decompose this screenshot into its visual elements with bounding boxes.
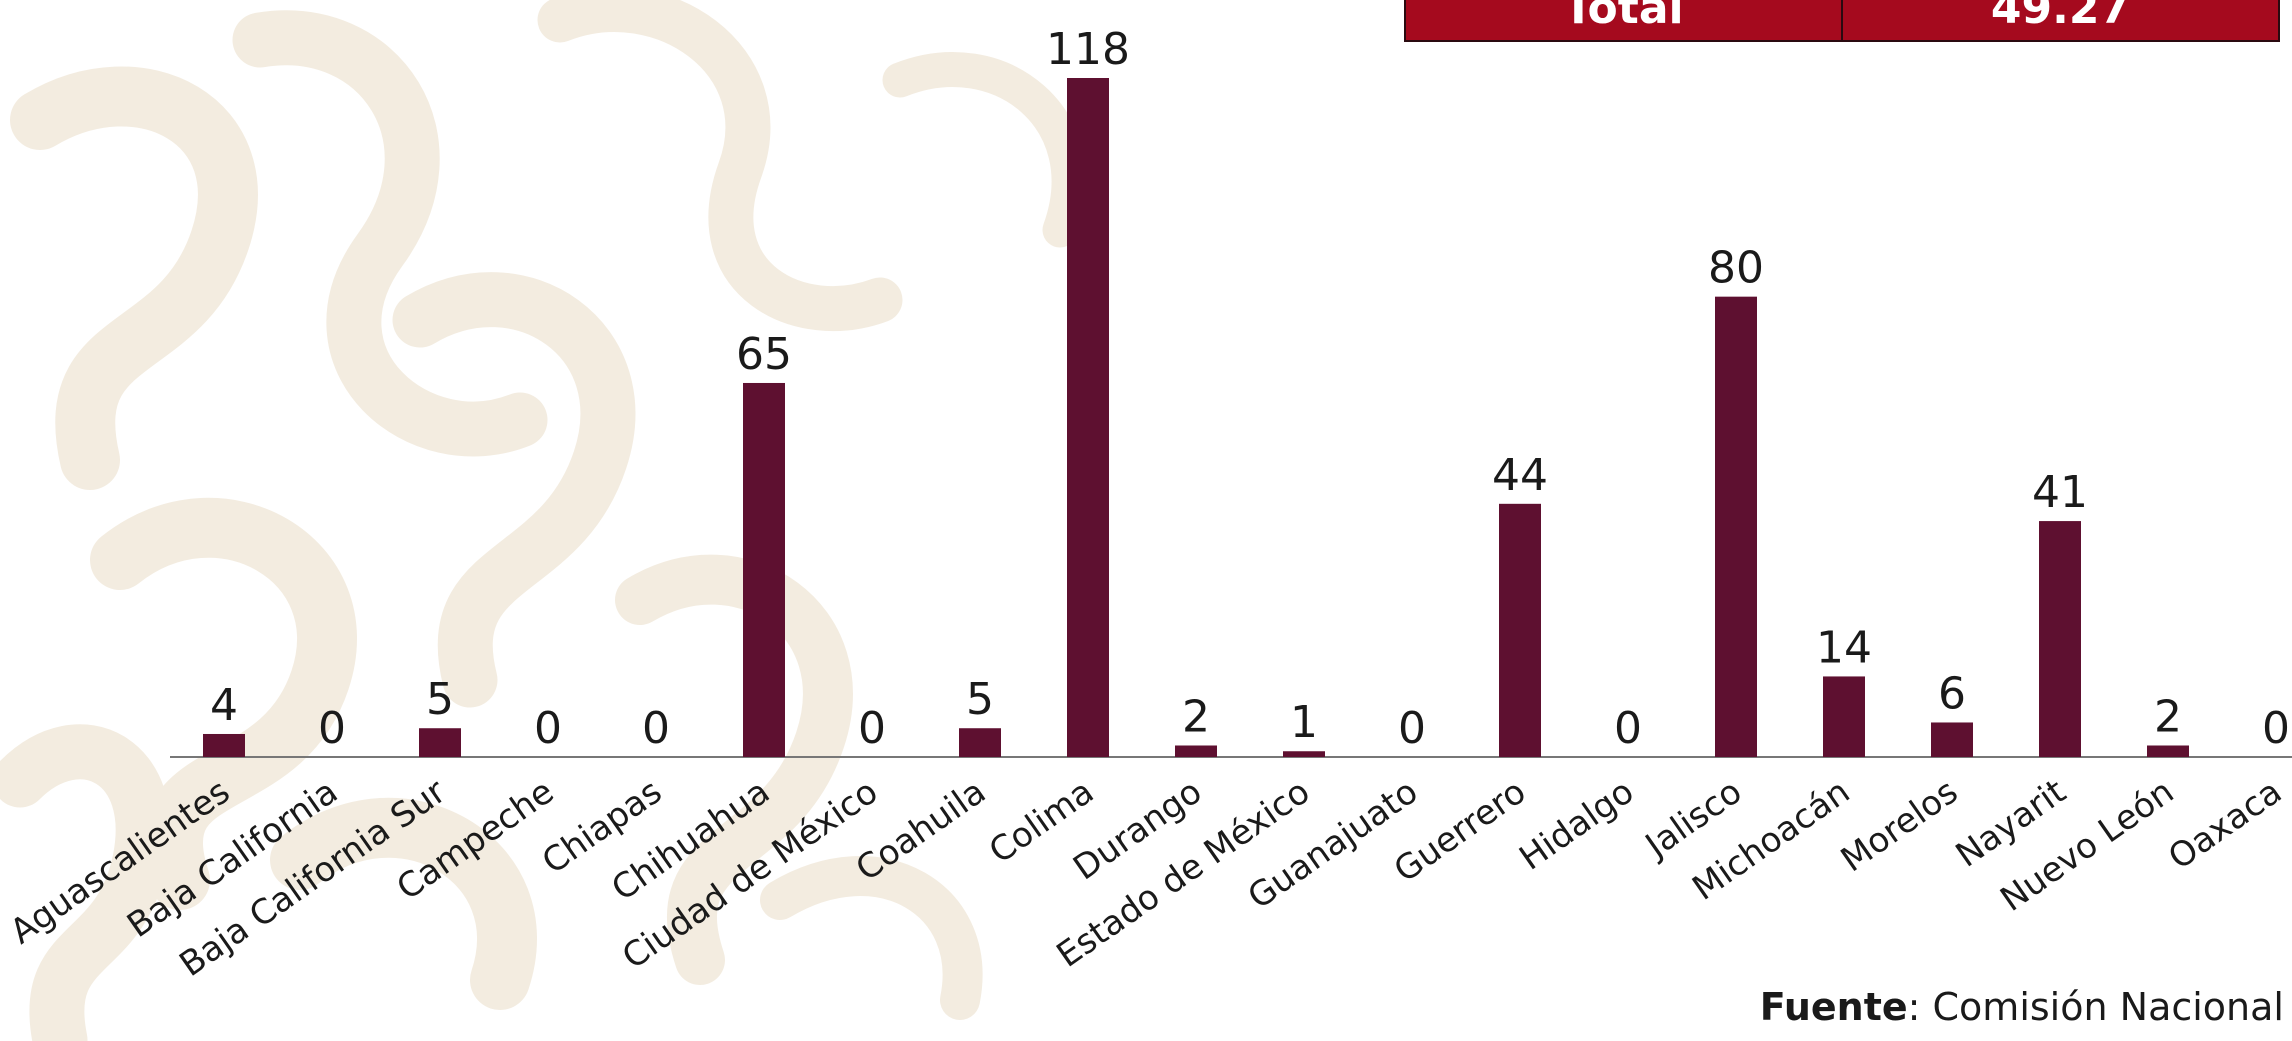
bar-value-label: 2 xyxy=(1182,691,1210,742)
bar xyxy=(419,728,461,757)
bar xyxy=(1823,676,1865,757)
category-label: Morelos xyxy=(1834,772,1965,881)
bar-value-label: 0 xyxy=(1398,703,1426,754)
total-value: 49.27 xyxy=(1841,0,2278,40)
bar-value-label: 0 xyxy=(858,703,886,754)
bar-value-label: 4 xyxy=(210,680,238,731)
bar-value-label: 44 xyxy=(1492,450,1548,501)
bar xyxy=(1499,503,1541,757)
bar-value-label: 0 xyxy=(642,703,670,754)
bar xyxy=(203,733,245,757)
total-summary-table: Total 49.27 xyxy=(1404,0,2280,42)
bar xyxy=(1283,751,1325,757)
bar-value-label: 5 xyxy=(966,674,994,725)
bar-value-label: 0 xyxy=(2262,703,2290,754)
source-note: Fuente: Comisión Nacional xyxy=(1760,985,2284,1029)
bar-value-label: 0 xyxy=(534,703,562,754)
bar-value-label: 41 xyxy=(2032,467,2088,518)
total-label: Total xyxy=(1563,0,1684,34)
bar-value-label: 65 xyxy=(736,329,792,380)
bar xyxy=(2039,521,2081,757)
bar xyxy=(1931,722,1973,757)
bar xyxy=(959,728,1001,757)
bar-value-label: 0 xyxy=(1614,703,1642,754)
bar xyxy=(1715,296,1757,757)
bar-value-label: 1 xyxy=(1290,697,1318,748)
bar xyxy=(743,382,785,757)
bar-value-label: 2 xyxy=(2154,691,2182,742)
source-prefix: Fuente xyxy=(1759,985,1908,1029)
category-label: Hidalgo xyxy=(1512,772,1641,879)
bar-value-label: 118 xyxy=(1046,24,1130,75)
category-label: Oaxaca xyxy=(2161,772,2289,878)
bar xyxy=(1067,78,1109,757)
bar xyxy=(1175,745,1217,757)
bar xyxy=(2147,745,2189,757)
bar-value-label: 5 xyxy=(426,674,454,725)
bar-value-label: 6 xyxy=(1938,668,1966,719)
bar-value-label: 0 xyxy=(318,703,346,754)
bar-value-label: 80 xyxy=(1708,243,1764,294)
source-text: : Comisión Nacional xyxy=(1907,985,2284,1029)
bar-value-label: 14 xyxy=(1816,622,1872,673)
